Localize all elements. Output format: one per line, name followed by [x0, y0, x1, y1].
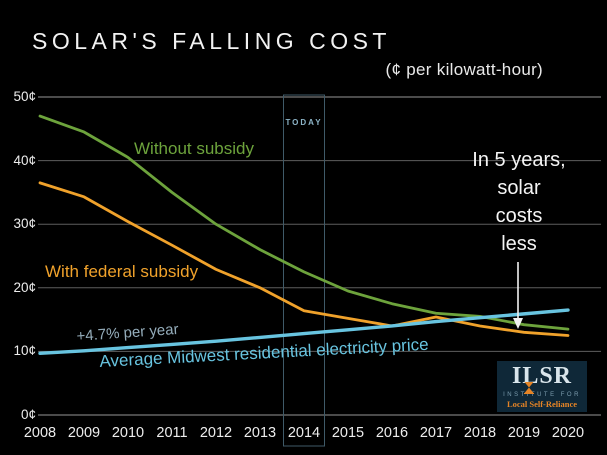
today-marker-box — [283, 94, 325, 447]
x-tick-label-2009: 2009 — [67, 425, 101, 441]
annotation-line-4: less — [501, 233, 537, 255]
ilsr-logo-local-self-reliance: Local Self-Reliance — [506, 399, 578, 409]
y-tick-label-50: 50¢ — [13, 89, 36, 104]
y-tick-label-20: 20¢ — [13, 279, 36, 295]
annotation-text: In 5 years, solar costs less — [444, 146, 594, 258]
page-subtitle: (¢ per kilowatt-hour) — [385, 60, 543, 79]
y-tick-label-0: 0¢ — [20, 407, 36, 422]
x-tick-label-2013: 2013 — [243, 425, 277, 441]
y-tick-label-30: 30¢ — [13, 216, 36, 232]
x-tick-label-2014: 2014 — [287, 425, 321, 441]
x-tick-label-2011: 2011 — [156, 425, 188, 441]
x-tick-label-2019: 2019 — [507, 425, 541, 441]
annotation-line-3: costs — [495, 205, 543, 227]
x-tick-label-2018: 2018 — [463, 425, 497, 441]
y-tick-label-10: 10¢ — [13, 343, 36, 359]
x-tick-label-2012: 2012 — [199, 425, 233, 441]
series-label-without-subsidy: Without subsidy — [134, 139, 254, 158]
annotation-line-2: solar — [497, 177, 541, 199]
series-line-with-federal-subsidy — [38, 181, 570, 337]
annotation-line-1: In 5 years, — [472, 149, 566, 171]
ilsr-logo-institute-for: INSTITUTE FOR — [503, 392, 581, 398]
y-tick-label-40: 40¢ — [13, 152, 36, 168]
ilsr-logo: ILSR INSTITUTE FOR Local Self-Reliance — [497, 361, 587, 412]
annotation-arrow-head — [513, 318, 523, 329]
series-line-electricity-price — [38, 308, 570, 356]
x-tick-label-2020: 2020 — [551, 425, 585, 441]
x-tick-label-2017: 2017 — [419, 425, 453, 441]
x-tick-label-2008: 2008 — [23, 425, 57, 441]
series-label-with-federal-subsidy: With federal subsidy — [45, 262, 199, 281]
today-label: TODAY — [285, 118, 323, 127]
x-tick-label-2010: 2010 — [111, 425, 145, 441]
page-title: SOLAR'S FALLING COST — [32, 28, 391, 54]
ilsr-logo-wordmark: ILSR — [511, 363, 573, 389]
hourglass-icon — [524, 382, 534, 394]
x-tick-label-2016: 2016 — [375, 425, 409, 441]
x-tick-label-2015: 2015 — [331, 425, 365, 441]
